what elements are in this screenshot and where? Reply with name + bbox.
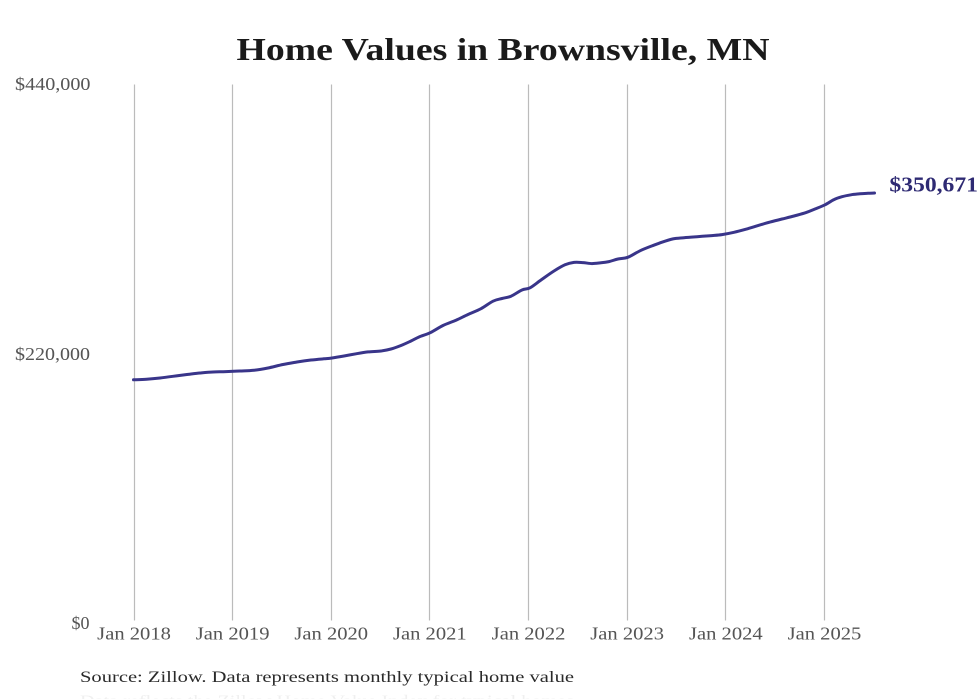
svg-text:Jan 2023: Jan 2023 [590,624,664,644]
svg-text:$440,000: $440,000 [15,74,91,94]
svg-text:Jan 2024: Jan 2024 [689,624,763,644]
svg-text:$220,000: $220,000 [15,344,90,364]
svg-text:Jan 2019: Jan 2019 [196,624,270,644]
svg-text:Jan 2018: Jan 2018 [97,624,171,644]
svg-text:$0: $0 [72,613,90,633]
svg-text:Jan 2021: Jan 2021 [393,624,467,644]
svg-text:Jan 2020: Jan 2020 [294,624,368,644]
svg-text:Data reflects the Zillow Home: Data reflects the Zillow Home Value Inde… [80,693,574,699]
svg-text:Jan 2022: Jan 2022 [492,624,566,644]
svg-text:Jan 2025: Jan 2025 [788,624,862,644]
svg-text:Source: Zillow. Data represent: Source: Zillow. Data represents monthly … [80,669,574,686]
svg-text:Home Values in Brownsville, MN: Home Values in Brownsville, MN [237,31,770,67]
svg-text:$350,671: $350,671 [889,173,978,197]
